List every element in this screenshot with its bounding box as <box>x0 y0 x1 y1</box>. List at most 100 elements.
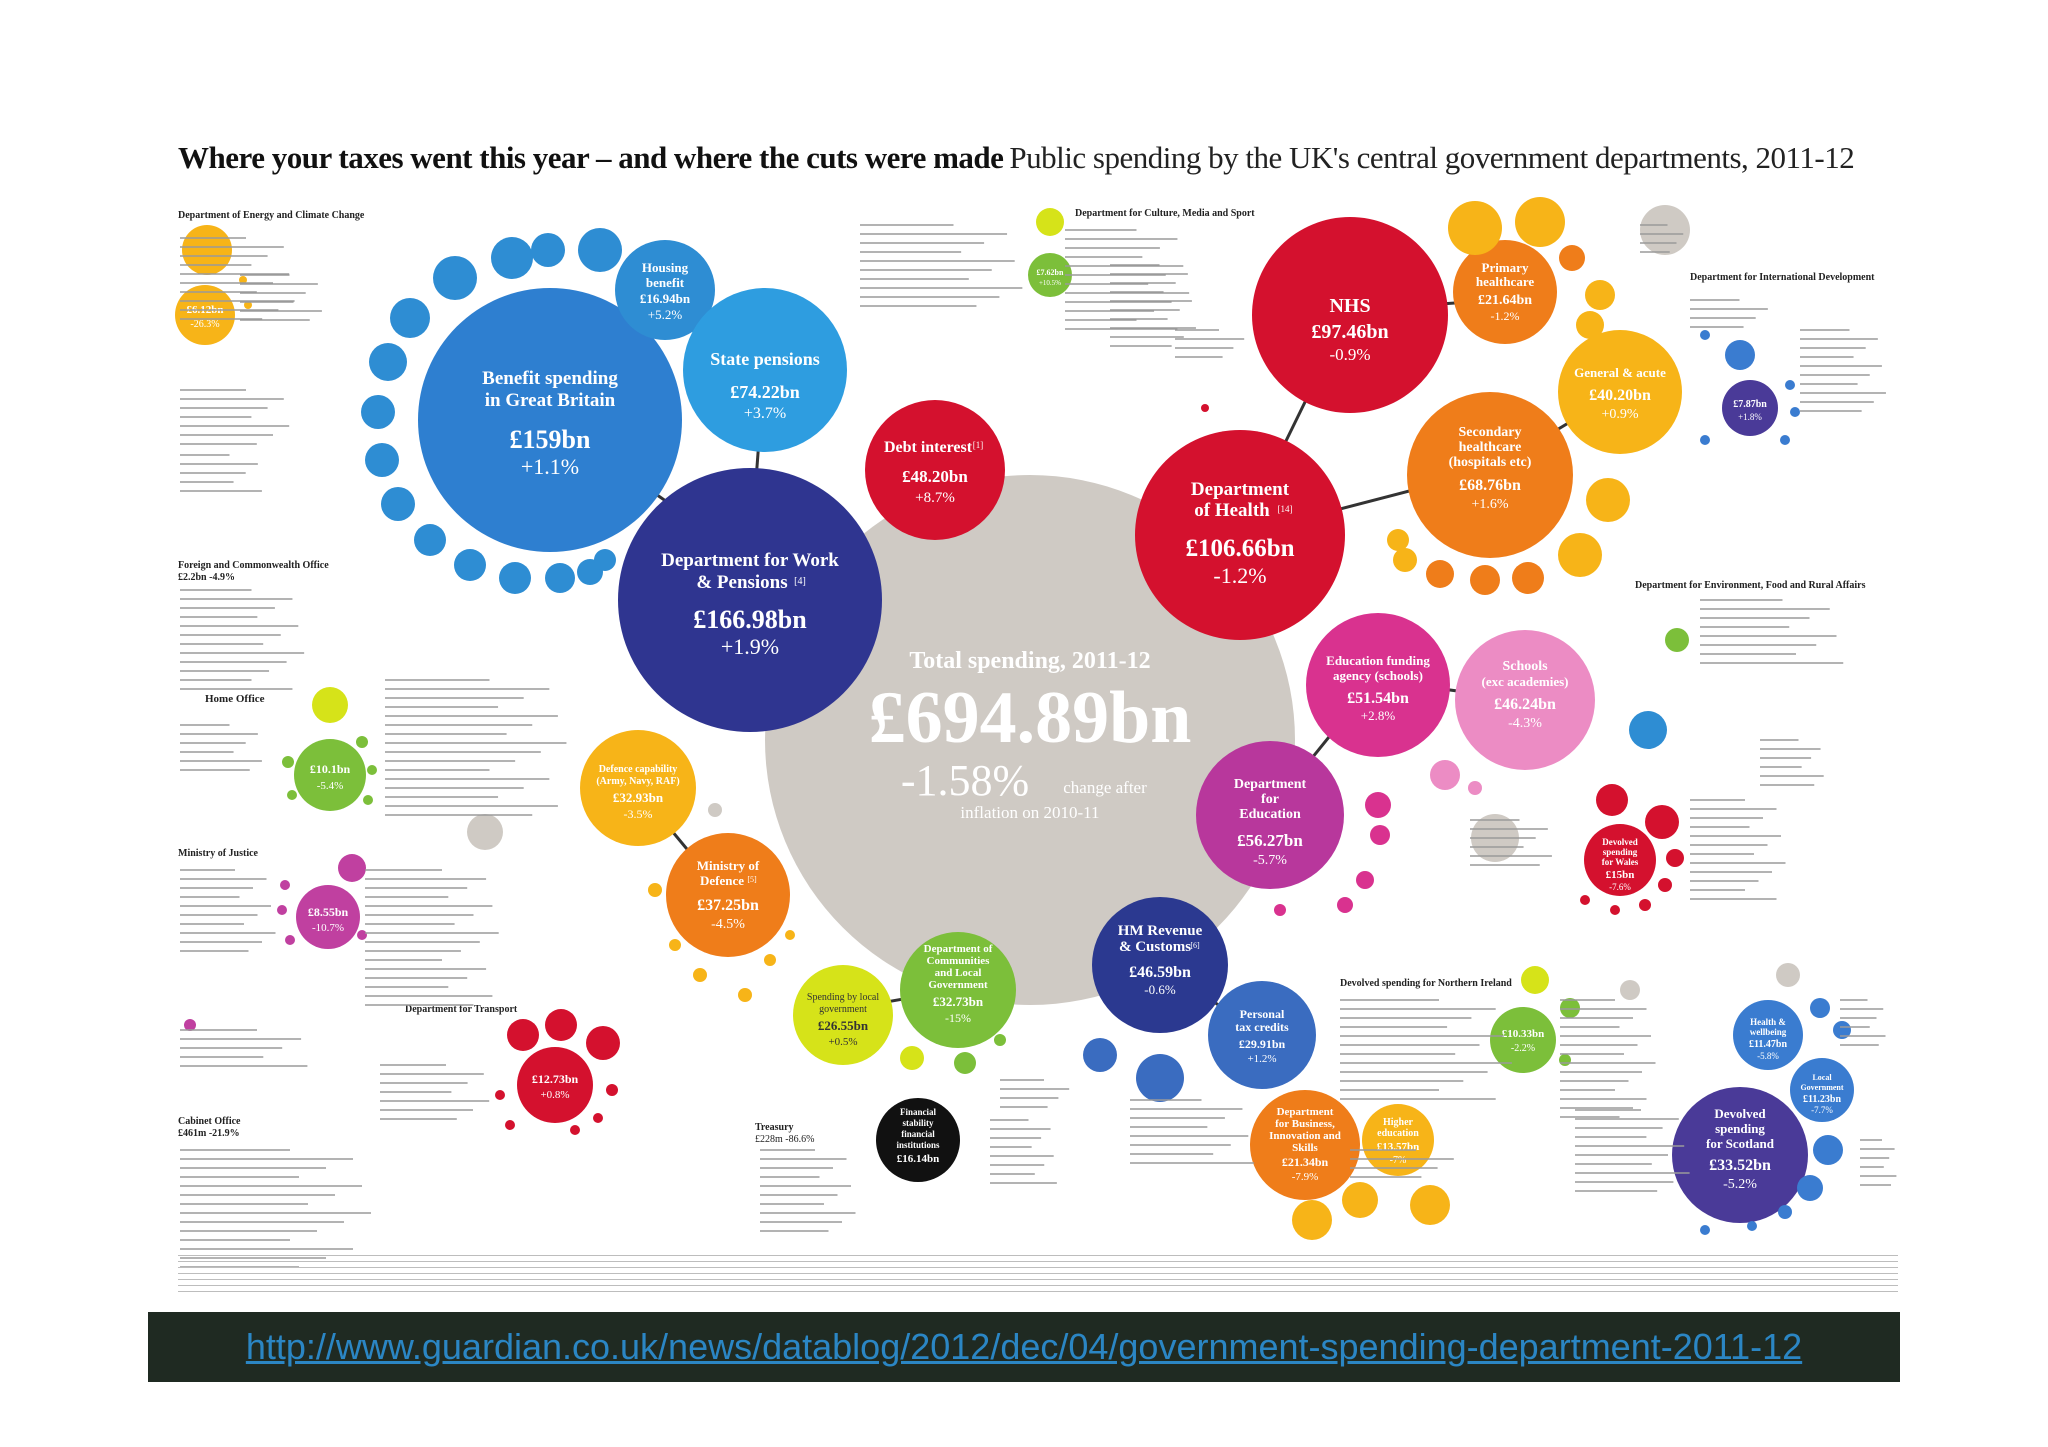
debt-value: £48.20bn <box>902 467 968 486</box>
scotland-name-2: spending <box>1715 1121 1765 1136</box>
benefit-sub-circle <box>369 343 407 381</box>
transport-sub-circle <box>606 1084 618 1096</box>
localgov-name-2: government <box>819 1004 867 1015</box>
bis-value: £21.34bn <box>1282 1155 1329 1169</box>
scotland-sub-circle <box>1776 963 1800 987</box>
primary-name-1: Primary <box>1482 260 1529 275</box>
scotland-sub-circle <box>1778 1205 1792 1219</box>
efa-value: £51.54bn <box>1347 690 1409 707</box>
general-circle <box>1558 330 1682 454</box>
section-label-intdev: Department for International Development <box>1690 272 1875 283</box>
defence-sub-circle <box>669 939 681 951</box>
benefit-sub-circle <box>545 563 575 593</box>
hmrc-sup: [6] <box>1190 941 1200 950</box>
education-sub-circle <box>1370 825 1390 845</box>
intdev-sub-circle <box>1700 330 1710 340</box>
transport-sub-circle <box>505 1120 515 1130</box>
debt-circle <box>865 400 1005 540</box>
defcap-name-2: (Army, Navy, RAF) <box>596 776 679 787</box>
bubble-localgov: Spending by local government £26.55bn +0… <box>793 965 893 1065</box>
transport-circle <box>517 1047 593 1123</box>
scotland-change: -5.2% <box>1723 1177 1757 1192</box>
section-label-decc: Department of Energy and Climate Change <box>178 210 365 221</box>
justice-sub-circle <box>338 854 366 882</box>
higher-change: -7% <box>1390 1155 1407 1166</box>
benefit-sub-circle <box>454 549 486 581</box>
wales-small-circles <box>1580 784 1684 915</box>
bis-name-3: Innovation and <box>1269 1130 1341 1142</box>
schools-change: -4.3% <box>1508 716 1542 731</box>
justice-circle <box>296 885 360 949</box>
education-small-circles <box>1274 760 1519 916</box>
benefit-change: +1.1% <box>521 454 579 479</box>
bubble-efa: Education funding agency (schools) £51.5… <box>1306 613 1450 757</box>
wales-name-1: Devolved <box>1602 837 1638 847</box>
localgov2-change: -7.7% <box>1811 1105 1833 1115</box>
transport-sub-circle <box>570 1125 580 1135</box>
transport-value: £12.73bn <box>532 1072 579 1086</box>
health-sub-circle <box>1426 560 1454 588</box>
dfe-change: -5.7% <box>1253 853 1287 868</box>
dclg-change: -15% <box>945 1011 971 1025</box>
efa-change: +2.8% <box>1361 708 1396 723</box>
doh-name-2: of Health <box>1194 500 1270 521</box>
wales-sub-circle <box>1666 849 1684 867</box>
benefit-sub-circle <box>594 549 616 571</box>
defence-sub-circle <box>785 930 795 940</box>
defence-sub-circle <box>738 988 752 1002</box>
doh-value: £106.66bn <box>1185 535 1294 562</box>
intdev-change: +1.8% <box>1738 412 1762 422</box>
bis-name-1: Department <box>1277 1106 1334 1118</box>
primary-name-2: healthcare <box>1476 274 1534 289</box>
intdev-sub-circle <box>1780 435 1790 445</box>
bubble-secondary: Secondary healthcare (hospitals etc) £68… <box>1407 392 1573 558</box>
bubble-justice: £8.55bn -10.7% <box>296 885 360 949</box>
home-sub-circle <box>356 736 368 748</box>
defence-small-circles <box>648 803 795 1002</box>
benefit-sub-circle <box>365 443 399 477</box>
total-spending-circle <box>765 475 1295 1005</box>
health-wb-circle <box>1733 1000 1803 1070</box>
dwp-name-1: Department for Work <box>661 550 839 571</box>
hmrc-circle <box>1092 897 1228 1033</box>
doh-circle <box>1135 430 1345 640</box>
bis-sub-circle <box>1342 1182 1378 1218</box>
higher-name-2: education <box>1377 1128 1419 1139</box>
dclg-sub-circle <box>900 1046 924 1070</box>
wales-sub-circle <box>1658 878 1672 892</box>
section-label-dcms: Department for Culture, Media and Sport <box>1075 208 1255 219</box>
section-label-defra: Department for Environment, Food and Rur… <box>1635 580 1866 591</box>
wales-sub-circle <box>1596 784 1628 816</box>
bubble-hmrc: HM Revenue & Customs [6] £46.59bn -0.6% <box>1092 897 1228 1033</box>
localgov2-name-2: Government <box>1800 1083 1843 1092</box>
hmrc-change: -0.6% <box>1144 982 1176 997</box>
transport-small-circles <box>495 1009 620 1135</box>
general-change: +0.9% <box>1601 407 1638 422</box>
hmrc-name-1: HM Revenue <box>1118 923 1203 939</box>
dwp-sup: [4] <box>794 576 806 587</box>
source-link[interactable]: http://www.guardian.co.uk/news/datablog/… <box>245 1326 1803 1367</box>
finstab-circle <box>876 1098 960 1182</box>
housing-name-1: Housing <box>642 260 689 275</box>
bis-sub-circle <box>1410 1185 1450 1225</box>
intdev-sub-circle <box>1785 380 1795 390</box>
justice-sub-circle <box>357 930 367 940</box>
taxcred-name-2: tax credits <box>1235 1020 1289 1034</box>
health-sub-circle <box>1470 565 1500 595</box>
benefit-sub-circle <box>381 487 415 521</box>
nireland-sub-circle <box>1521 966 1549 994</box>
total-spending-change: -1.58% <box>901 756 1029 805</box>
justice-value: £8.55bn <box>308 905 349 919</box>
scotland-name-1: Devolved <box>1714 1106 1766 1121</box>
total-change-note-1: change after <box>1063 778 1147 797</box>
intdev-sub-circle <box>1700 435 1710 445</box>
benefit-sub-circle <box>433 256 477 300</box>
taxcred-name-1: Personal <box>1240 1007 1285 1021</box>
secondary-value: £68.76bn <box>1459 477 1521 494</box>
secondary-change: +1.6% <box>1471 497 1508 512</box>
source-link-bar: http://www.guardian.co.uk/news/datablog/… <box>148 1312 1900 1382</box>
health-wb-change: -5.8% <box>1757 1051 1779 1061</box>
education-sub-circle <box>1356 871 1374 889</box>
bubble-primary: Primary healthcare £21.64bn -1.2% <box>1453 240 1557 344</box>
wales-sub-circle <box>1580 895 1590 905</box>
